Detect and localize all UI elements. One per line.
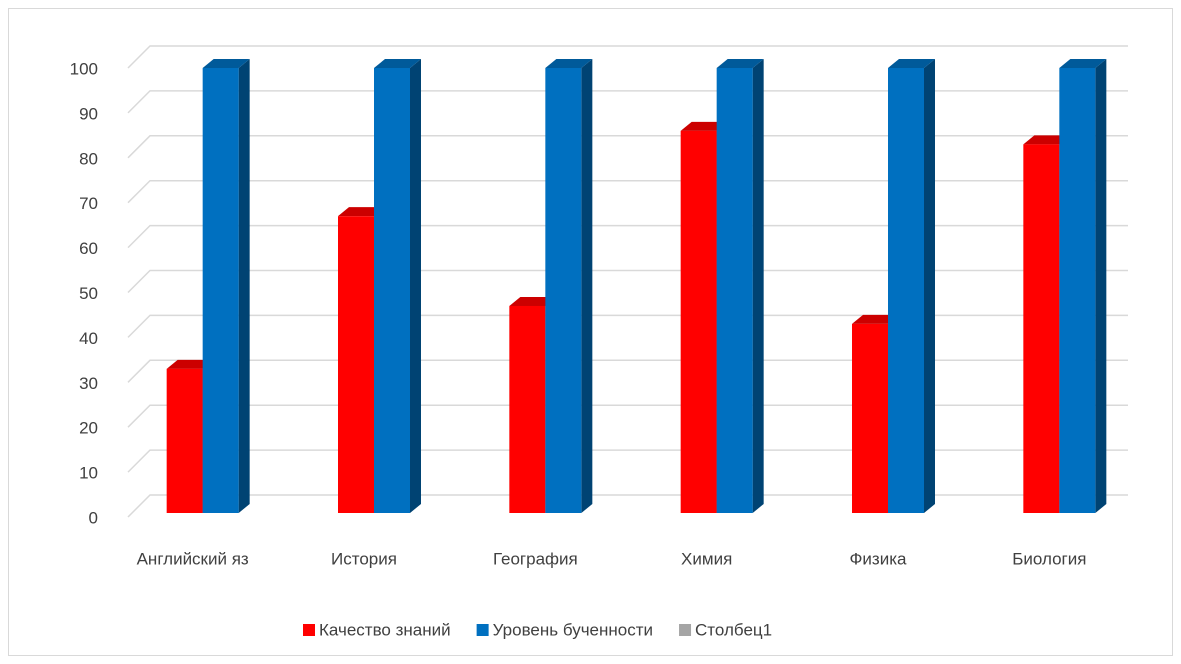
y-tick-label: 10	[79, 464, 98, 483]
grid-line	[127, 449, 1128, 473]
y-tick-label: 60	[79, 239, 98, 258]
x-tick-label: Физика	[850, 549, 908, 568]
grid-line	[127, 359, 1128, 383]
bar	[852, 323, 888, 513]
y-tick-label: 100	[70, 59, 98, 78]
bar	[509, 305, 546, 513]
legend-label: Столбец1	[695, 620, 772, 639]
grid-line	[127, 90, 1128, 114]
grid-line	[127, 494, 1128, 518]
legend-swatch	[476, 624, 489, 636]
bar	[374, 68, 410, 513]
grid-line	[127, 179, 1128, 204]
bar-side	[581, 59, 593, 513]
bar	[1059, 68, 1096, 513]
grid-line	[127, 404, 1128, 428]
grid-line	[127, 45, 1128, 69]
bar-top	[545, 59, 593, 68]
y-tick-label: 50	[79, 284, 98, 303]
bar-top	[509, 296, 557, 306]
bar-top	[374, 59, 421, 68]
bar-side	[410, 59, 421, 513]
grid-line	[127, 135, 1128, 159]
bar-side	[1095, 59, 1107, 513]
grid-line	[127, 269, 1128, 294]
grid-line	[127, 224, 1128, 249]
bar-top	[166, 359, 214, 369]
y-tick-label: 20	[79, 419, 98, 438]
bar	[716, 68, 753, 513]
legend-swatch	[303, 624, 315, 636]
bar	[338, 216, 374, 514]
bar-side	[924, 59, 935, 513]
y-tick-label: 90	[79, 104, 98, 123]
y-tick-label: 40	[79, 329, 98, 348]
bar	[545, 68, 582, 513]
y-tick-label: 70	[79, 194, 98, 213]
bar	[680, 130, 717, 514]
bar-top	[680, 121, 728, 131]
bar-top	[1059, 59, 1107, 68]
bar-top	[1023, 135, 1071, 145]
bar-top	[716, 59, 764, 68]
x-tick-label: Биология	[1012, 549, 1086, 568]
bar	[202, 68, 239, 513]
bar-top	[852, 314, 899, 324]
y-tick-label: 0	[89, 508, 98, 527]
legend-label: Уровень бученности	[493, 620, 653, 639]
grid-line	[127, 314, 1128, 338]
x-tick-label: История	[331, 549, 397, 568]
legend-swatch	[679, 624, 692, 636]
y-tick-label: 30	[79, 374, 98, 393]
legend-label: Качество знаний	[319, 620, 451, 639]
y-tick-label: 80	[79, 149, 98, 168]
x-tick-label: Английский яз	[137, 549, 249, 568]
x-tick-label: Химия	[681, 549, 732, 568]
bar	[166, 368, 203, 513]
bar-side	[238, 59, 250, 513]
bar-top	[888, 59, 935, 68]
bar	[888, 68, 924, 513]
bar-side	[752, 59, 764, 513]
bar-top	[338, 207, 385, 217]
bar	[1023, 144, 1060, 513]
bar-top	[202, 59, 250, 68]
x-tick-label: География	[493, 549, 578, 568]
